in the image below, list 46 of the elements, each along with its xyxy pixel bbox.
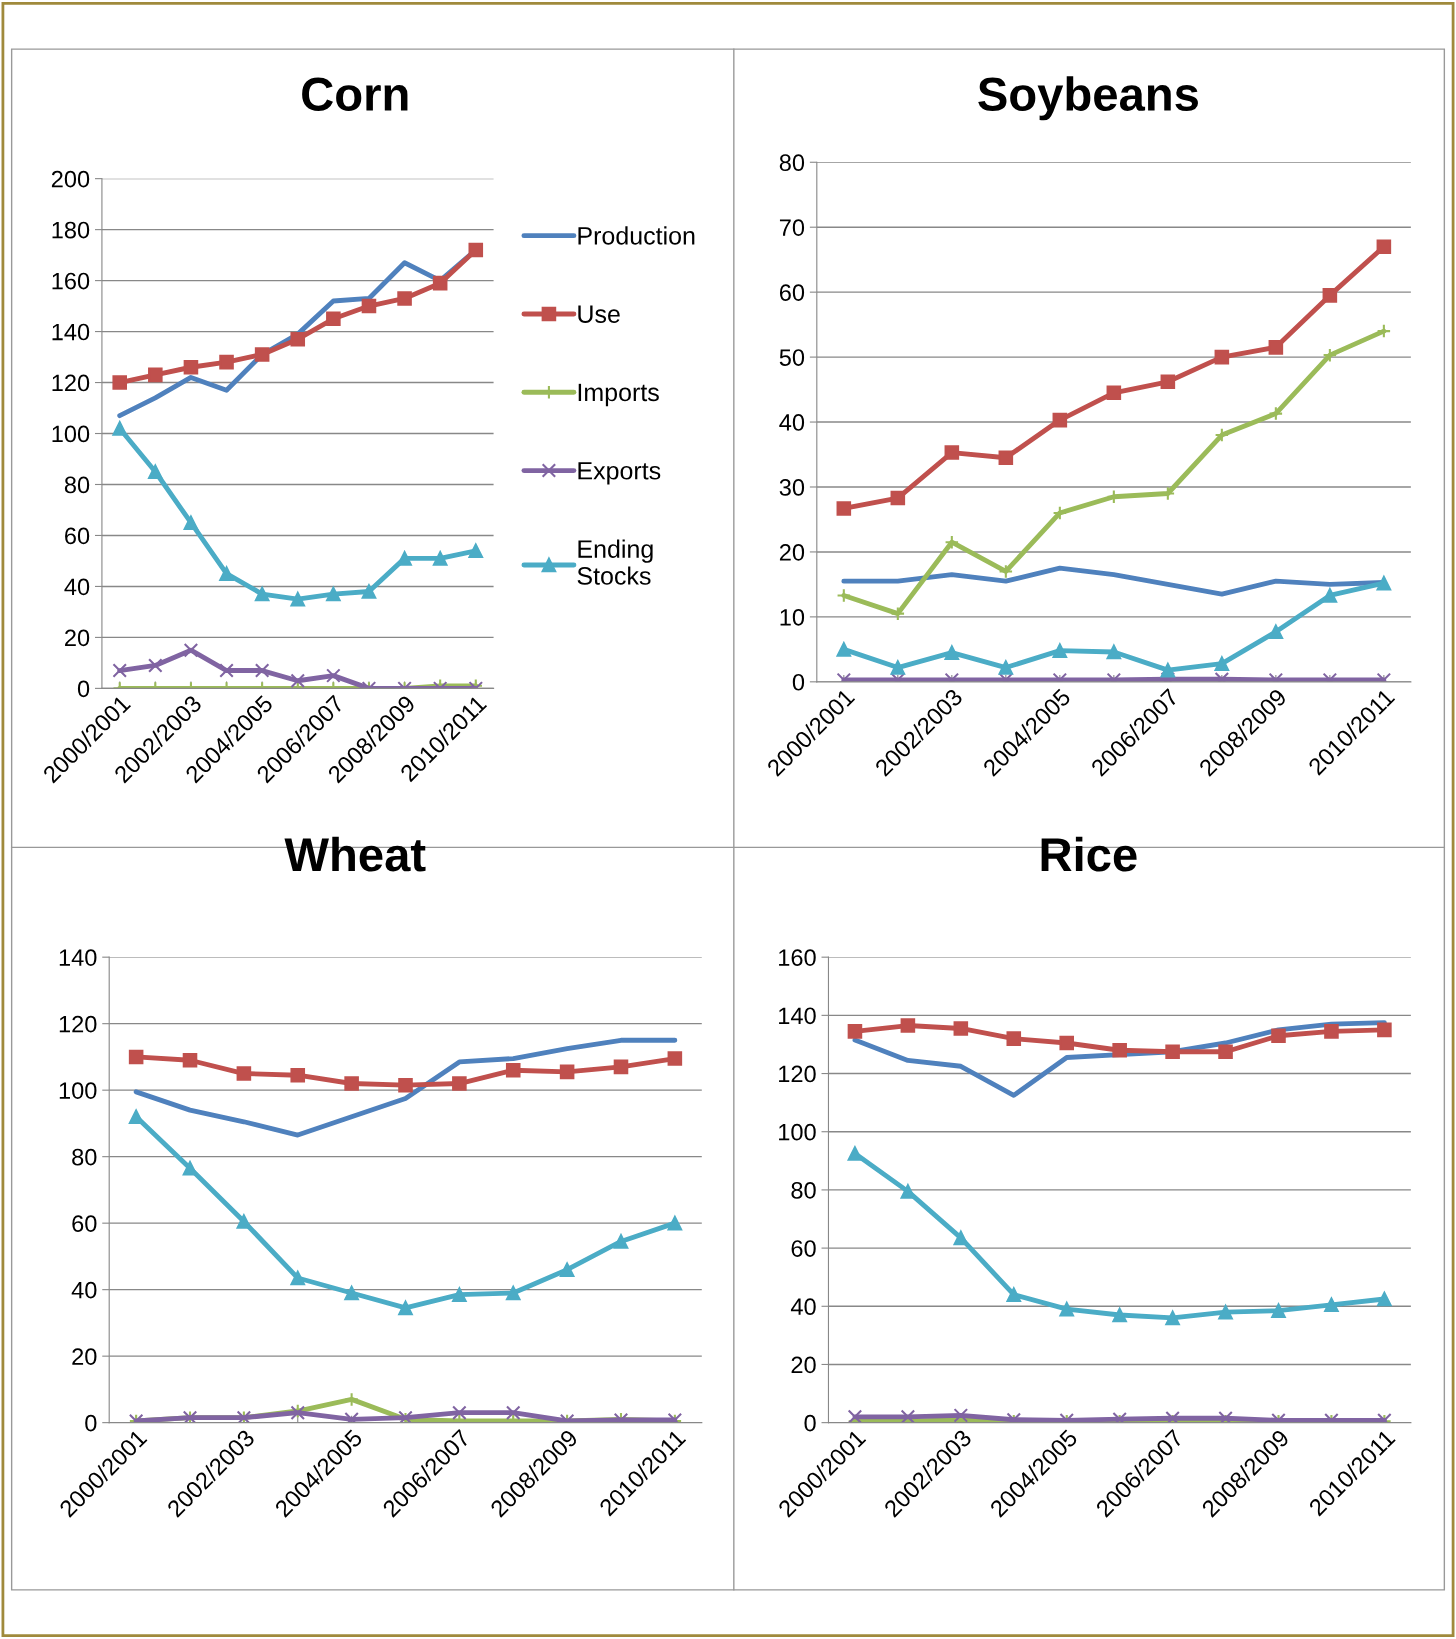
y-tick-label: 40	[779, 414, 805, 431]
y-tick-label: 0	[85, 1414, 97, 1432]
legend-label: Production	[578, 226, 695, 245]
y-tick-label: 80	[779, 154, 805, 172]
y-tick-label: 100	[52, 425, 90, 443]
y-tick-label: 140	[52, 323, 90, 341]
y-tick-label: 20	[65, 629, 90, 647]
y-tick-label: 140	[59, 949, 97, 966]
y-tick-label: 10	[780, 608, 805, 626]
y-tick-label: 60	[65, 527, 90, 545]
y-tick-label: 60	[779, 284, 805, 301]
y-tick-label: 30	[779, 479, 805, 496]
y-tick-label: 160	[779, 949, 816, 966]
y-tick-label: 20	[72, 1348, 97, 1365]
y-tick-label: 50	[779, 349, 805, 366]
y-tick-label: 0	[804, 1414, 816, 1432]
y-tick-label: 100	[779, 1123, 816, 1141]
y-tick-label: 20	[791, 1356, 816, 1374]
legend-label: Use	[578, 305, 620, 323]
y-tick-label: 200	[51, 170, 90, 188]
y-tick-label: 20	[779, 544, 805, 561]
y-tick-label: 60	[791, 1240, 816, 1257]
y-tick-label: 70	[779, 219, 805, 236]
legend-label: Exports	[578, 462, 661, 485]
y-tick-label: 80	[64, 476, 90, 494]
y-tick-label: 40	[71, 1281, 97, 1299]
y-tick-label: 140	[779, 1007, 816, 1025]
y-tick-label: 40	[64, 578, 90, 596]
y-tick-label: 120	[779, 1065, 816, 1083]
y-tick-label: 120	[59, 1015, 97, 1033]
legend-label: Ending Stocks	[577, 539, 653, 585]
y-tick-label: 120	[52, 374, 90, 392]
chart-title: Rice	[1041, 836, 1137, 872]
chart-title: Corn	[302, 77, 408, 112]
y-tick-label: 160	[52, 272, 90, 290]
legend-label: Imports	[578, 383, 659, 407]
y-tick-label: 60	[72, 1215, 97, 1232]
y-tick-label: 100	[59, 1082, 97, 1099]
y-tick-label: 80	[72, 1148, 97, 1166]
chart-title: Soybeans	[978, 76, 1198, 121]
y-tick-label: 40	[790, 1298, 816, 1316]
y-tick-label: 180	[52, 221, 90, 239]
y-tick-label: 0	[77, 680, 90, 698]
y-tick-label: 0	[792, 673, 805, 691]
y-tick-label: 80	[791, 1181, 816, 1199]
chart-title: Wheat	[284, 836, 426, 872]
